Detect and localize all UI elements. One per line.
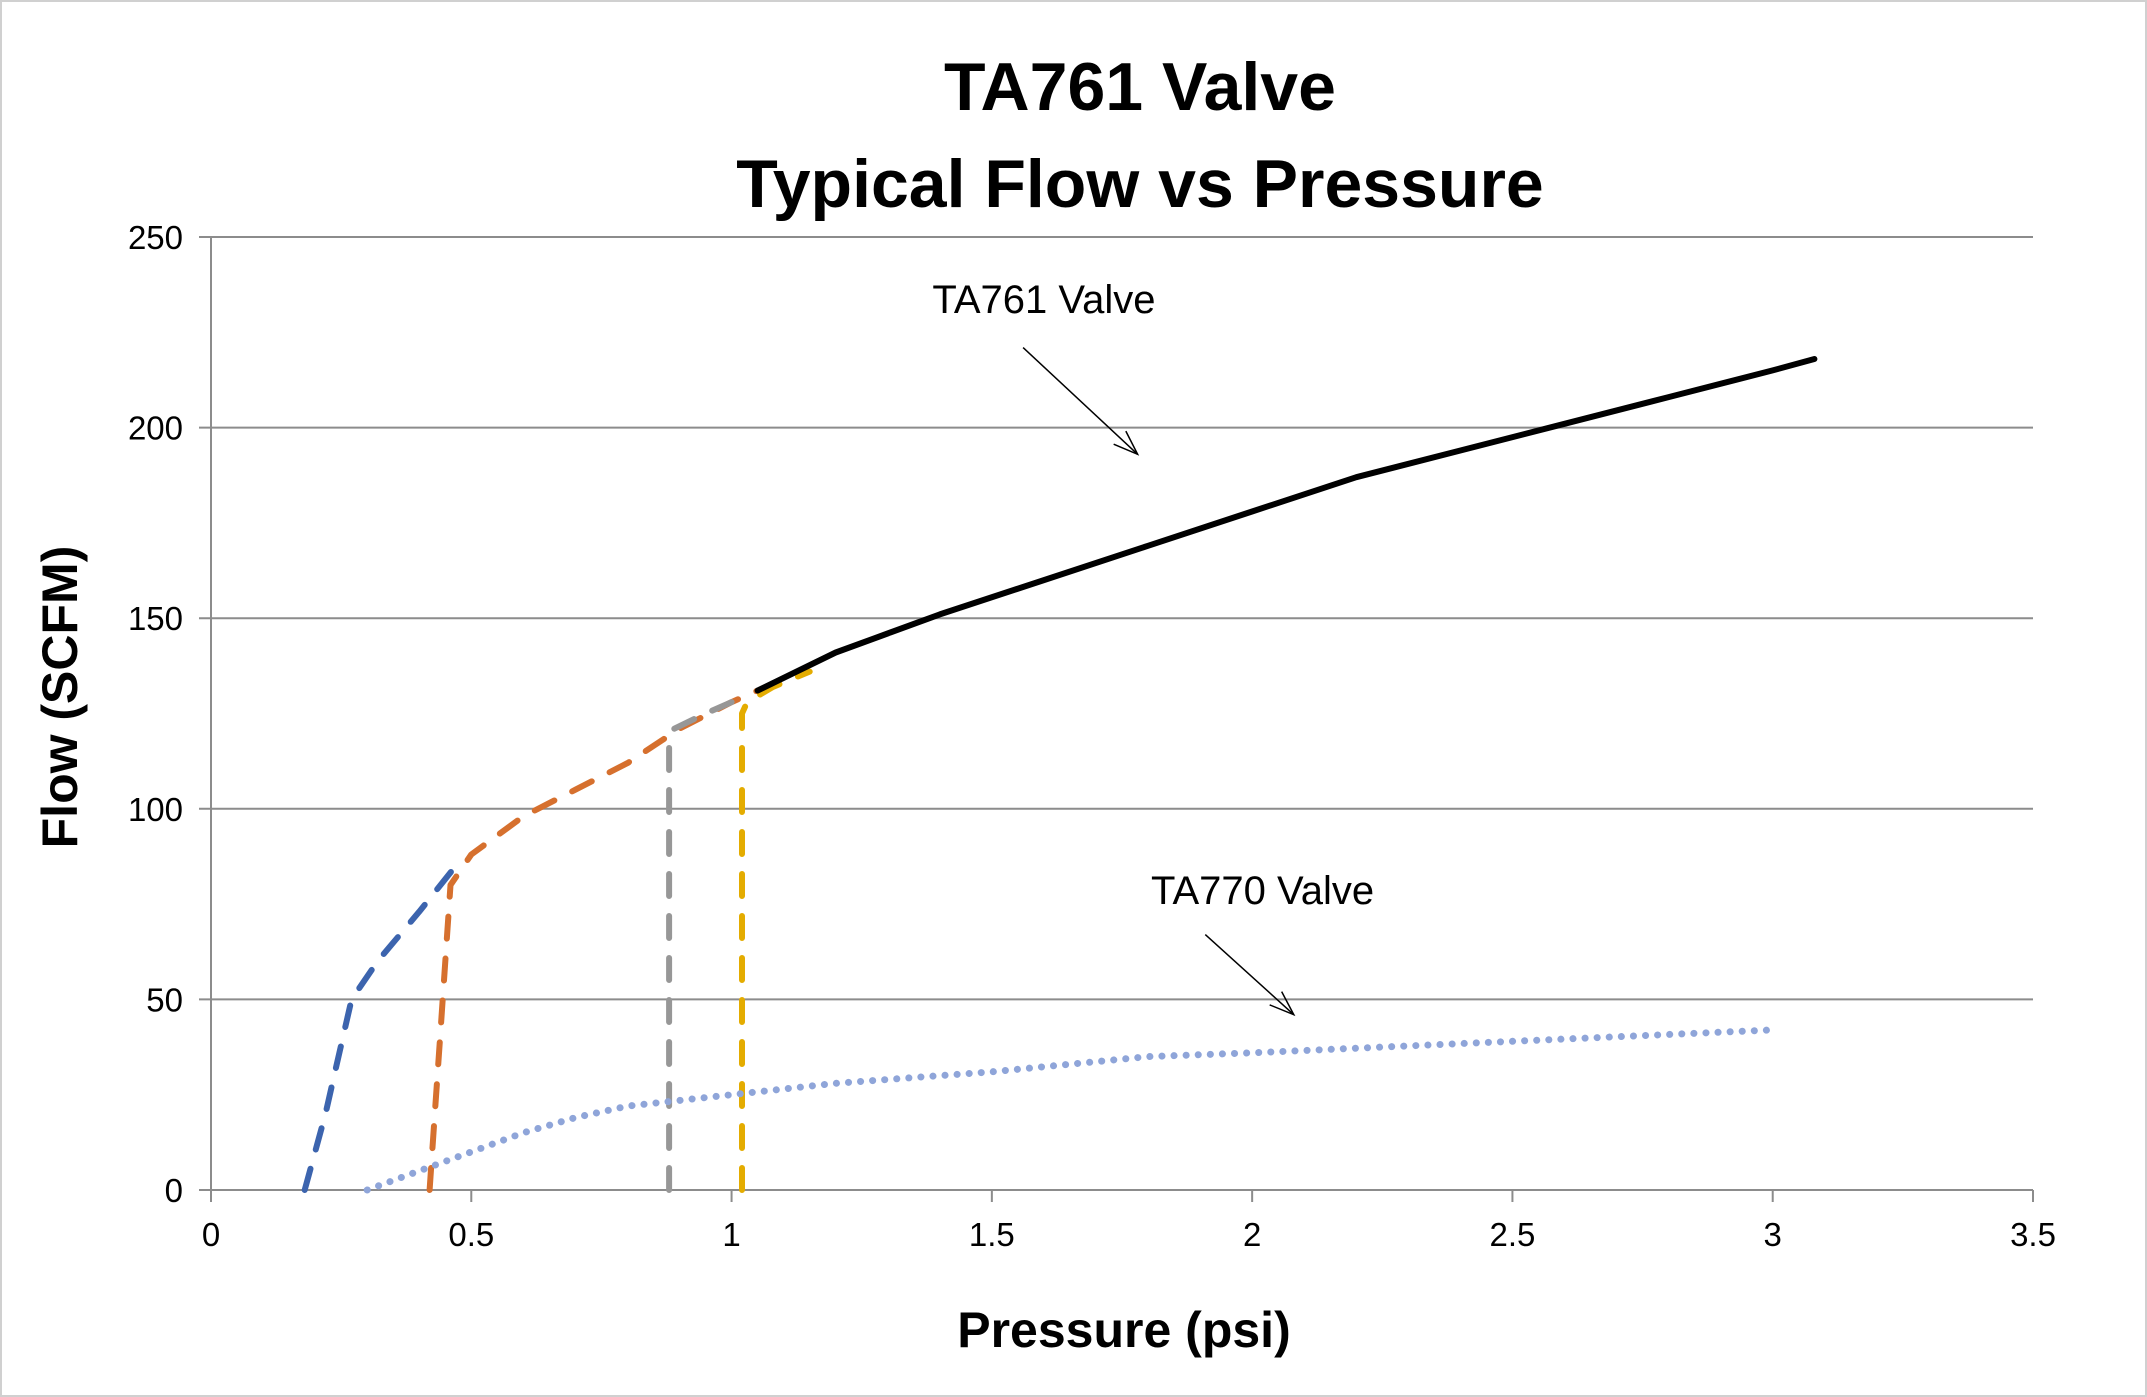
chart-title-line-2: Typical Flow vs Pressure xyxy=(736,146,1544,222)
y-tick-label: 0 xyxy=(165,1172,183,1209)
series-line-3 xyxy=(739,668,813,1193)
series-line-2 xyxy=(666,699,735,1193)
x-axis-title: Pressure (psi) xyxy=(957,1302,1290,1358)
annotation-arrow-line xyxy=(1022,346,1139,455)
x-tick-label: 1.5 xyxy=(969,1216,1015,1253)
x-tick-label: 1 xyxy=(722,1216,740,1253)
tick-labels: 0 50 100 150 200 250 0 0.5 1 1.5 2 2.5 3 3.5 xyxy=(128,219,2056,1253)
arrowhead-icon xyxy=(1269,991,1296,1017)
y-tick-label: 250 xyxy=(128,219,183,256)
y-tick-label: 50 xyxy=(146,981,183,1018)
y-tick-label: 150 xyxy=(128,600,183,637)
x-tick-label: 2 xyxy=(1243,1216,1261,1253)
chart-title-line-1: TA761 Valve xyxy=(944,49,1336,125)
x-tick-label: 0.5 xyxy=(448,1216,494,1253)
series-line-4 xyxy=(754,356,1818,694)
annotation-arrow-line xyxy=(1204,934,1295,1016)
y-axis-title: Flow (SCFM) xyxy=(32,546,88,849)
y-tick-label: 200 xyxy=(128,410,183,447)
gridlines xyxy=(199,236,2034,1202)
x-tick-label: 2.5 xyxy=(1489,1216,1535,1253)
series-group xyxy=(301,356,1818,1194)
annotations: TA761 Valve TA770 Valve xyxy=(932,278,1374,1017)
x-tick-label: 3 xyxy=(1764,1216,1782,1253)
y-tick-label: 100 xyxy=(128,791,183,828)
series-line-5 xyxy=(363,1026,1777,1194)
annotation-label: TA770 Valve xyxy=(1151,869,1374,913)
arrowhead-icon xyxy=(1113,430,1140,456)
x-tick-label: 3.5 xyxy=(2010,1216,2056,1253)
x-tick-label: 0 xyxy=(202,1216,220,1253)
annotation-label: TA761 Valve xyxy=(932,278,1155,322)
series-line-0 xyxy=(301,863,459,1193)
